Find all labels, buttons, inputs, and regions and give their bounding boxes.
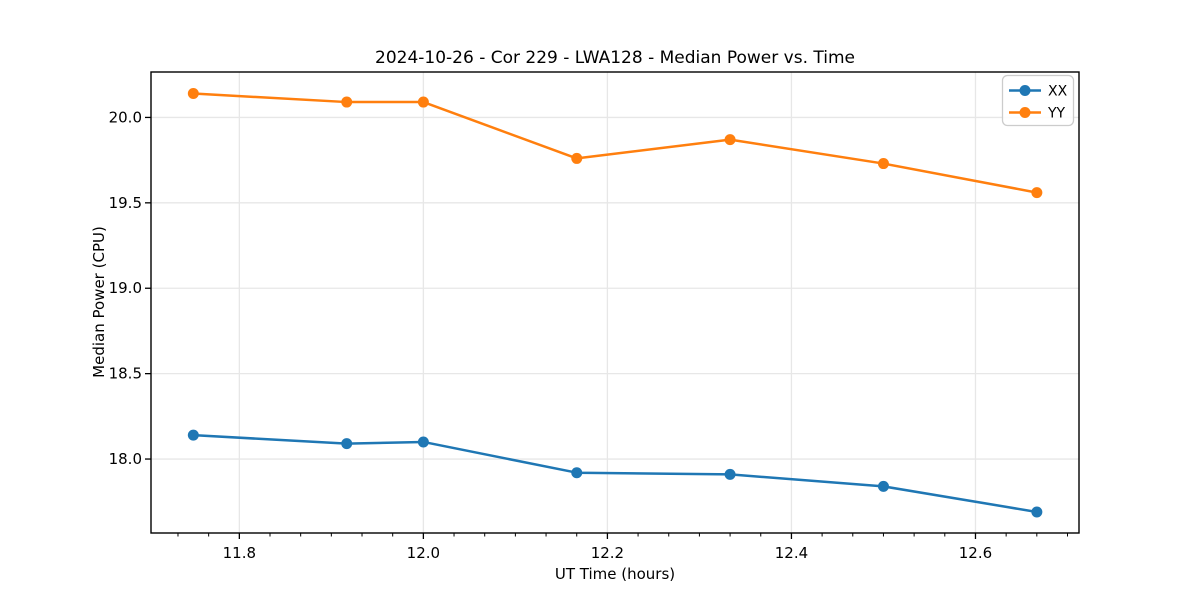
series-yy-line — [192, 92, 1039, 194]
y-tick-label: 20.0 — [109, 108, 142, 126]
x-tick-label: 12.6 — [959, 544, 992, 562]
y-tick-label: 18.5 — [109, 365, 142, 383]
series-yy-data-point — [1031, 187, 1043, 199]
legend-item-xx: XX — [1009, 84, 1068, 100]
legend-marker-swatch — [1019, 107, 1031, 118]
legend-label: XX — [1048, 84, 1068, 100]
series-yy-data-point — [877, 158, 889, 170]
legend-label: YY — [1047, 106, 1066, 122]
series-xx-data-point — [187, 429, 199, 441]
series-xx-data-point — [417, 436, 429, 448]
x-axis-label: UT Time (hours) — [555, 565, 675, 583]
x-tick-label: 12.2 — [591, 544, 624, 562]
grid-layer — [151, 72, 1079, 533]
x-tick-label: 12.4 — [775, 544, 808, 562]
series-xx-data-point — [877, 480, 889, 492]
y-tick-label: 18.0 — [109, 450, 142, 468]
tick-layer: 11.8 12.0 12.2 12.4 12.6 18.0 18.5 19.0 19.5 20.0 — [109, 108, 1068, 562]
legend: XX YY — [1001, 74, 1075, 127]
series-yy-data-point — [341, 96, 353, 108]
legend-item-yy: YY — [1009, 106, 1066, 122]
series-xx-data-point — [724, 468, 736, 480]
y-tick-label: 19.0 — [109, 279, 142, 297]
series-yy-data-point — [724, 134, 736, 146]
series-yy-data-point — [417, 96, 429, 108]
legend-marker-swatch — [1019, 85, 1031, 96]
plot-area-border — [150, 71, 1080, 534]
series-xx-data-point — [341, 438, 353, 450]
chart-title: 2024-10-26 - Cor 229 - LWA128 - Median P… — [375, 48, 855, 68]
series-layer — [187, 88, 1043, 518]
series-xx-line — [192, 433, 1039, 514]
y-axis-label: Median Power (CPU) — [90, 226, 108, 378]
series-yy-data-point — [187, 88, 199, 100]
series-xx-data-point — [571, 467, 583, 479]
x-tick-label: 11.8 — [223, 544, 256, 562]
series-yy-data-point — [571, 152, 583, 164]
series-xx-data-point — [1031, 506, 1043, 518]
y-tick-label: 19.5 — [109, 194, 142, 212]
x-tick-label: 12.0 — [407, 544, 440, 562]
